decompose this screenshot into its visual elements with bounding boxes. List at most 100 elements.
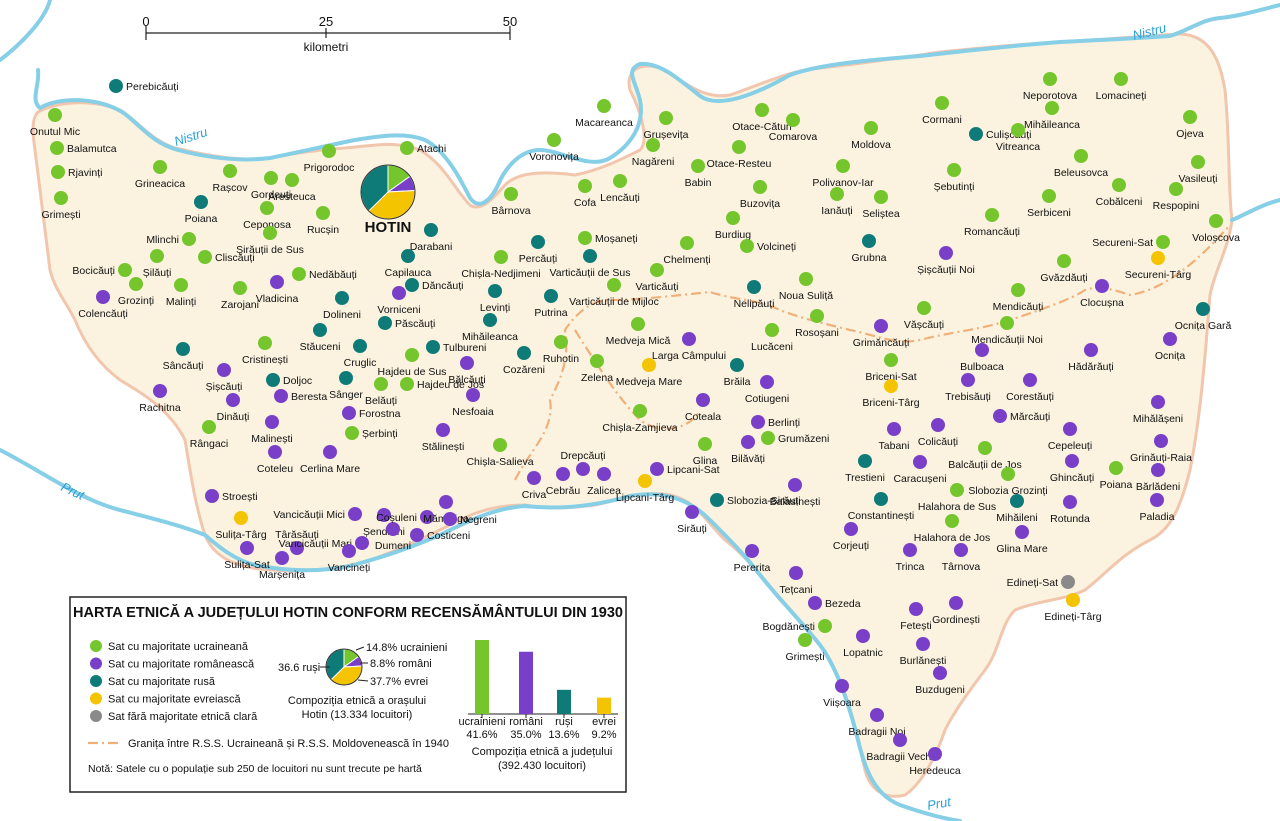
village-marker[interactable]	[1011, 283, 1025, 297]
village-marker[interactable]	[786, 113, 800, 127]
village-heredeuca[interactable]: Heredeuca	[909, 747, 961, 777]
village-marker[interactable]	[836, 159, 850, 173]
village-lipcani-sat[interactable]: Lipcani-Sat	[650, 462, 720, 476]
village-marker[interactable]	[638, 474, 652, 488]
village-clocusna[interactable]: Clocușna	[1080, 279, 1124, 309]
village-mlinchi[interactable]: Mlinchi	[146, 232, 196, 246]
village-poiana[interactable]: Poiana	[1100, 461, 1133, 491]
village-marker[interactable]	[439, 495, 453, 509]
village-marker[interactable]	[909, 602, 923, 616]
village-marker[interactable]	[205, 489, 219, 503]
village-nesfoaia[interactable]: Nesfoaia	[452, 388, 494, 418]
village-balamutca[interactable]: Balamutca	[50, 141, 117, 155]
village-beresta[interactable]: Beresta	[274, 389, 327, 403]
village-cosuleni[interactable]: Coșuleni	[376, 510, 434, 524]
village-marker[interactable]	[443, 512, 457, 526]
village-marker[interactable]	[954, 543, 968, 557]
village-marker[interactable]	[597, 99, 611, 113]
village-badragii-noi[interactable]: Badragii Noi	[848, 708, 906, 738]
village-marker[interactable]	[1150, 493, 1164, 507]
village-marker[interactable]	[747, 280, 761, 294]
village-hajdeu-de-jos[interactable]: Hajdeu de Jos	[400, 377, 484, 391]
village-marker[interactable]	[401, 249, 415, 263]
village-marker[interactable]	[258, 336, 272, 350]
village-rotunda[interactable]: Rotunda	[1050, 495, 1090, 525]
village-vasileuti[interactable]: Vasileuți	[1179, 155, 1218, 185]
village-coteala[interactable]: Coteala	[685, 393, 721, 423]
village-grimesti[interactable]: Grimești	[785, 633, 825, 663]
village-dolineni[interactable]: Dolineni	[323, 291, 361, 321]
village-marker[interactable]	[1084, 343, 1098, 357]
village-vitreanca[interactable]: Vitreanca	[996, 123, 1040, 153]
village-sancauti[interactable]: Sâncăuți	[163, 342, 204, 372]
village-belauti[interactable]: Belăuți	[365, 377, 397, 407]
village-buzovita[interactable]: Buzovița	[740, 180, 780, 210]
village-marker[interactable]	[266, 373, 280, 387]
village-halahora-de-jos[interactable]: Halahora de Jos	[914, 514, 990, 544]
village-ianauti[interactable]: Ianăuți	[821, 187, 853, 217]
village-marker[interactable]	[864, 121, 878, 135]
village-marker[interactable]	[685, 505, 699, 519]
village-marker[interactable]	[730, 358, 744, 372]
village-marker[interactable]	[931, 418, 945, 432]
village-marker[interactable]	[659, 111, 673, 125]
village-marker[interactable]	[374, 377, 388, 391]
village-polivanov-iar[interactable]: Polivanov-Iar	[812, 159, 874, 189]
village-marker[interactable]	[556, 467, 570, 481]
village-viisoara[interactable]: Viișoara	[823, 679, 861, 709]
village-marker[interactable]	[741, 435, 755, 449]
village-marker[interactable]	[176, 342, 190, 356]
village-balasinesti[interactable]: Balasinești	[770, 478, 821, 508]
village-perebicauti[interactable]: Perebicăuți	[109, 79, 179, 93]
village-marker[interactable]	[260, 201, 274, 215]
village-marker[interactable]	[789, 566, 803, 580]
village-rososani[interactable]: Rosoșani	[795, 309, 839, 339]
village-marker[interactable]	[874, 319, 888, 333]
village-cobalceni[interactable]: Cobălceni	[1096, 178, 1143, 208]
hotin-city-pie[interactable]	[360, 164, 416, 220]
village-babin[interactable]: Babin	[685, 159, 712, 189]
village-tabani[interactable]: Tabani	[879, 422, 910, 452]
village-costiceni[interactable]: Costiceni	[410, 528, 470, 542]
village-siscautii-noi[interactable]: Șișcăuții Noi	[917, 246, 975, 276]
village-marker[interactable]	[830, 187, 844, 201]
village-cebrau[interactable]: Cebrău	[546, 467, 581, 497]
village-marker[interactable]	[355, 536, 369, 550]
village-colencauti[interactable]: Colencăuți	[78, 290, 128, 320]
village-marker[interactable]	[353, 339, 367, 353]
village-marker[interactable]	[483, 313, 497, 327]
village-fetesti[interactable]: Fetești	[900, 602, 932, 632]
village-marker[interactable]	[583, 249, 597, 263]
village-braila[interactable]: Brăila	[724, 358, 751, 388]
village-siscauti[interactable]: Șișcăuți	[206, 363, 243, 393]
village-aresteuca[interactable]: Aresteuca	[268, 173, 316, 203]
village-marker[interactable]	[650, 263, 664, 277]
village-marker[interactable]	[978, 441, 992, 455]
village-ocnita[interactable]: Ocnița	[1155, 332, 1186, 362]
village-marker[interactable]	[400, 377, 414, 391]
village-mihaileanca[interactable]: Mihăileanca	[462, 313, 518, 343]
village-bilavati[interactable]: Bilăvăți	[731, 435, 765, 465]
village-marker[interactable]	[884, 353, 898, 367]
village-marker[interactable]	[858, 454, 872, 468]
village-negreni[interactable]: Negreni	[443, 512, 497, 526]
village-marker[interactable]	[844, 522, 858, 536]
village-mendicauti[interactable]: Mendicăuți	[993, 283, 1044, 313]
village-marker[interactable]	[153, 160, 167, 174]
village-sanger[interactable]: Sânger	[329, 371, 363, 401]
village-marker[interactable]	[893, 733, 907, 747]
village-varticauti[interactable]: Varticăuți	[636, 263, 679, 293]
village-marker[interactable]	[696, 393, 710, 407]
village-neporotova[interactable]: Neporotova	[1023, 72, 1077, 102]
village-marker[interactable]	[1063, 422, 1077, 436]
village-marker[interactable]	[1163, 332, 1177, 346]
village-marker[interactable]	[1095, 279, 1109, 293]
village-marker[interactable]	[198, 250, 212, 264]
village-marker[interactable]	[642, 358, 656, 372]
village-otace-catun[interactable]: Otace-Cătun	[732, 103, 792, 133]
village-marker[interactable]	[54, 191, 68, 205]
village-gvazdauti[interactable]: Gvăzdăuți	[1040, 254, 1088, 284]
village-chisla-zamjieva[interactable]: Chișla-Zamjieva	[602, 404, 678, 434]
village-marker[interactable]	[874, 190, 888, 204]
village-tulbureni[interactable]: Tulbureni	[426, 340, 486, 354]
